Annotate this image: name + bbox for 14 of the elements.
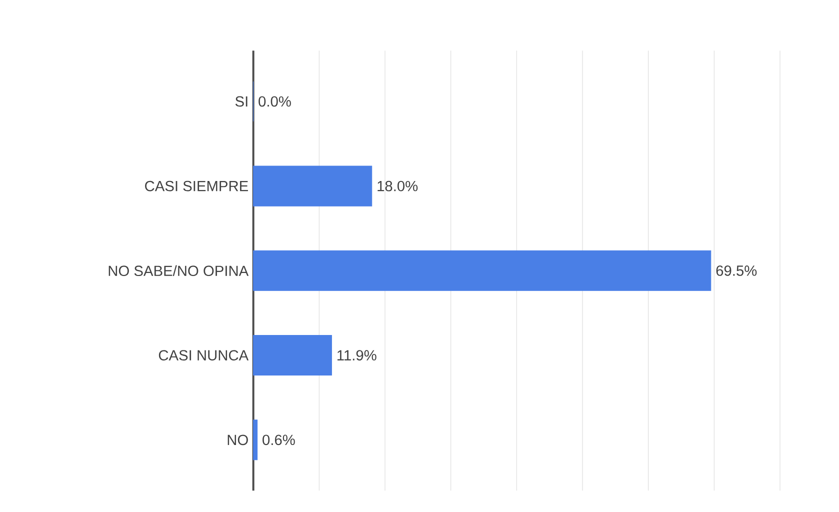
y-tick-label: SI: [235, 96, 248, 107]
bar: [253, 166, 372, 206]
y-tick-label: NO: [228, 434, 248, 446]
bar: [253, 420, 258, 460]
bar: [253, 250, 712, 291]
data-label: 69.5%: [716, 265, 757, 276]
data-label: 18.0%: [378, 180, 418, 192]
data-label: 0.6%: [262, 434, 295, 446]
data-label: 0.0%: [258, 96, 291, 107]
bar: [253, 335, 332, 376]
y-tick-label: NO SABE/NO OPINA: [108, 265, 249, 276]
y-tick-label: CASI NUNCA: [158, 350, 249, 360]
y-tick-label: CASI SIEMPRE: [145, 180, 248, 192]
data-label: 11.9%: [337, 350, 376, 360]
